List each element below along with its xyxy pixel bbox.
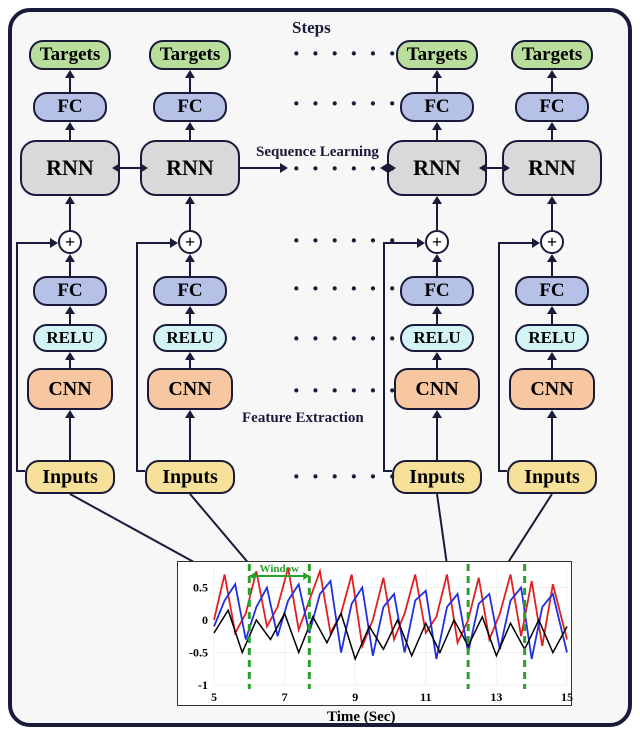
x-axis-label: Time (Sec) (327, 709, 395, 726)
arrow (69, 418, 71, 460)
cnn-block: CNN (147, 368, 233, 410)
add-node: + (540, 230, 564, 254)
arrow (551, 314, 553, 324)
arrow (436, 204, 438, 230)
arrow (551, 262, 553, 276)
arrow (189, 418, 191, 460)
steps-title: Steps (292, 18, 331, 38)
svg-text:13: 13 (490, 690, 502, 704)
svg-text:-0.5: -0.5 (189, 646, 208, 660)
arrow (189, 130, 191, 140)
svg-text:11: 11 (420, 690, 431, 704)
arrow (189, 314, 191, 324)
chart-svg: 5 7 9 11 13 15 -1 -0.5 0 0.5 Window (178, 562, 573, 707)
ellipsis: · · · · · · (292, 39, 399, 69)
add-node: + (425, 230, 449, 254)
arrow (551, 130, 553, 140)
fc-block: FC (153, 276, 227, 306)
relu-block: RELU (153, 324, 227, 352)
cnn-block: CNN (509, 368, 595, 410)
add-node: + (58, 230, 82, 254)
ellipsis: · · · · · · (292, 462, 399, 492)
rnn-block: RNN (140, 140, 240, 196)
ellipsis: · · · · · · (292, 376, 399, 406)
arrow (551, 418, 553, 460)
arrow (69, 204, 71, 230)
rnn-conn-1-lhead (112, 163, 120, 173)
ellipsis: · · · · · · (292, 226, 399, 256)
svg-text:Window: Window (260, 563, 300, 575)
arrow (69, 78, 71, 92)
relu-block: RELU (515, 324, 589, 352)
feature-extraction-label: Feature Extraction (242, 410, 364, 427)
ellipsis: · · · · · · (292, 154, 399, 184)
arrow (189, 78, 191, 92)
inputs-block: Inputs (145, 460, 235, 494)
signal-chart: 5 7 9 11 13 15 -1 -0.5 0 0.5 Window (177, 561, 572, 706)
add-node: + (178, 230, 202, 254)
inputs-block: Inputs (392, 460, 482, 494)
targets-block: Targets (149, 40, 231, 70)
arrow (551, 204, 553, 230)
svg-text:0.5: 0.5 (193, 581, 208, 595)
arrow (436, 262, 438, 276)
arrow (436, 360, 438, 368)
svg-text:7: 7 (282, 690, 288, 704)
inputs-block: Inputs (25, 460, 115, 494)
arrow (69, 314, 71, 324)
arrow (189, 360, 191, 368)
arrow (436, 78, 438, 92)
targets-block: Targets (396, 40, 478, 70)
cnn-block: CNN (394, 368, 480, 410)
rnn-conn-1 (120, 167, 140, 169)
fc-block: FC (400, 276, 474, 306)
rnn-conn-2 (240, 167, 280, 169)
svg-text:15: 15 (561, 690, 573, 704)
fc-block: FC (515, 276, 589, 306)
rnn-conn-4 (487, 167, 502, 169)
arrow (69, 360, 71, 368)
rnn-block: RNN (387, 140, 487, 196)
arrow (189, 204, 191, 230)
fc-block: FC (33, 276, 107, 306)
ellipsis: · · · · · · (292, 89, 399, 119)
ellipsis: · · · · · · (292, 324, 399, 354)
targets-block: Targets (511, 40, 593, 70)
svg-text:0: 0 (202, 613, 208, 627)
fc-block: FC (400, 92, 474, 122)
arrow (436, 314, 438, 324)
rnn-block: RNN (20, 140, 120, 196)
arrow (436, 130, 438, 140)
diagram-frame: Steps Targets FC RNN + FC RELU CNN Inputs Target… (8, 8, 632, 727)
fc-block: FC (515, 92, 589, 122)
arrow (551, 78, 553, 92)
targets-block: Targets (29, 40, 111, 70)
fc-block: FC (153, 92, 227, 122)
arrow (189, 262, 191, 276)
fc-block: FC (33, 92, 107, 122)
ellipsis: · · · · · · (292, 274, 399, 304)
relu-block: RELU (400, 324, 474, 352)
svg-text:5: 5 (211, 690, 217, 704)
inputs-block: Inputs (507, 460, 597, 494)
arrow (551, 360, 553, 368)
arrow (436, 418, 438, 460)
rnn-block: RNN (502, 140, 602, 196)
rnn-conn-4-lhead (479, 163, 487, 173)
relu-block: RELU (33, 324, 107, 352)
svg-text:9: 9 (352, 690, 358, 704)
arrow (69, 262, 71, 276)
arrow (69, 130, 71, 140)
svg-text:-1: -1 (198, 678, 208, 692)
cnn-block: CNN (27, 368, 113, 410)
